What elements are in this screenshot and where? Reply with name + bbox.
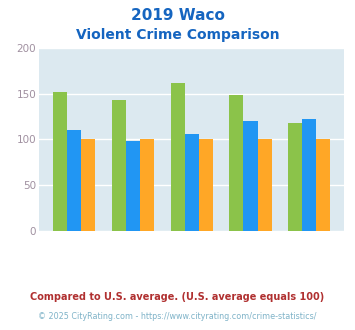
Bar <box>126 141 140 231</box>
Text: 2019 Waco: 2019 Waco <box>131 8 224 23</box>
Bar <box>81 139 95 231</box>
Bar <box>288 123 302 231</box>
Bar <box>244 121 258 231</box>
Bar <box>316 139 331 231</box>
Text: Compared to U.S. average. (U.S. average equals 100): Compared to U.S. average. (U.S. average … <box>31 292 324 302</box>
Bar <box>53 92 67 231</box>
Legend: Waco, Texas, National: Waco, Texas, National <box>77 328 306 330</box>
Bar <box>199 139 213 231</box>
Bar <box>302 119 316 231</box>
Bar <box>185 134 199 231</box>
Text: Violent Crime Comparison: Violent Crime Comparison <box>76 28 279 42</box>
Text: © 2025 CityRating.com - https://www.cityrating.com/crime-statistics/: © 2025 CityRating.com - https://www.city… <box>38 312 317 321</box>
Bar <box>67 130 81 231</box>
Bar <box>170 82 185 231</box>
Bar <box>140 139 154 231</box>
Bar <box>258 139 272 231</box>
Bar <box>112 100 126 231</box>
Bar <box>229 95 244 231</box>
